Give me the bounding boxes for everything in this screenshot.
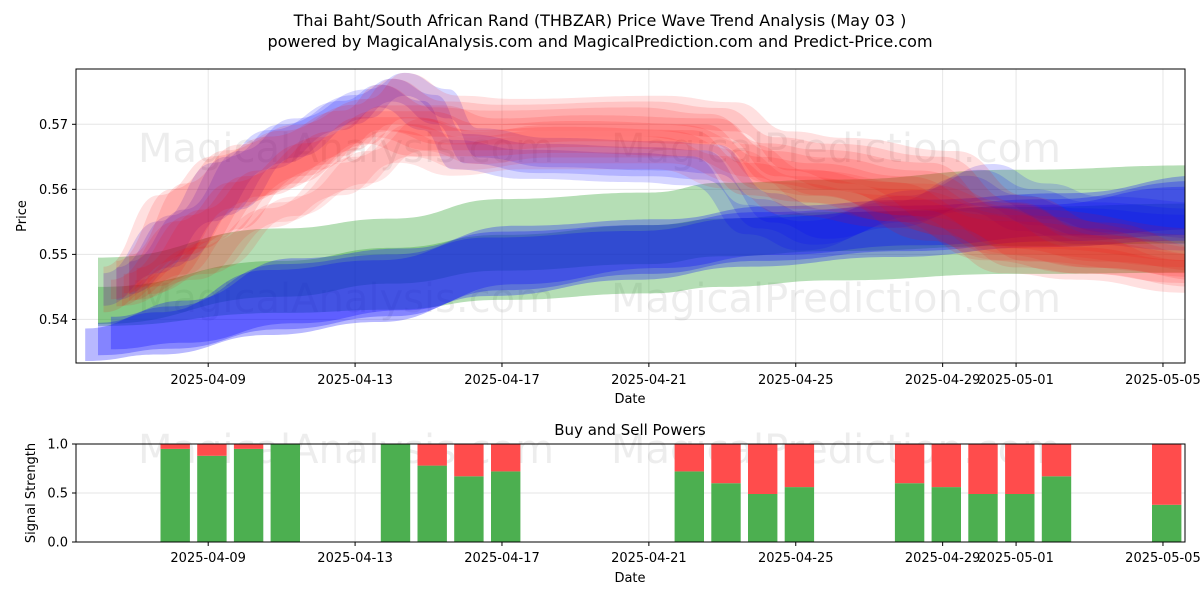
band-red-wave-1-1 [116,78,1185,307]
watermark-magical-prediction-top: MagicalPrediction.com [611,126,1061,172]
figure-title-line2: powered by MagicalAnalysis.com and Magic… [267,32,932,51]
signal-xtick-label: 2025-04-13 [317,551,393,566]
price-chart-frame [75,68,1186,364]
band-red-wave-2-2 [136,105,1185,288]
signal-xtick-label: 2025-04-09 [170,551,246,566]
sell-bar-2025-04-09 [197,444,227,456]
sell-bar-2025-05-01 [1005,444,1035,494]
band-red-wave-1-0 [103,84,1185,313]
buy-bar-2025-04-22 [674,471,704,542]
buy-bar-2025-05-01 [1005,494,1035,542]
price-xtick-label: 2025-05-05 [1125,373,1200,388]
price-wave-bands [85,72,1185,361]
band-green-inner [98,203,1185,324]
sell-bar-2025-04-29 [931,444,961,488]
sell-bar-2025-04-10 [233,444,264,449]
signal-xtick-label: 2025-05-01 [978,551,1054,566]
signal-chart-title: Buy and Sell Powers [554,421,706,439]
band-blue-lower-0 [85,186,1185,361]
price-chart-ylabel: Price [15,200,30,232]
signal-ytick-label: 0.0 [47,536,68,551]
price-chart-axes: 2025-04-09 2025-04-13 2025-04-17 2025-04-21… [39,118,1200,388]
band-red-wave-3-0 [121,130,1185,306]
signal-xtick-label: 2025-04-21 [611,551,687,566]
price-xtick-label: 2025-05-01 [978,373,1054,388]
buy-bar-2025-04-14 [380,444,411,542]
buy-bar-2025-05-02 [1041,476,1072,542]
sell-bar-2025-05-05 [1152,444,1182,505]
sell-bar-2025-05-02 [1041,444,1072,477]
price-chart: MagicalAnalysis.com MagicalPrediction.co… [15,68,1200,407]
buy-bar-2025-04-08 [160,448,190,542]
sell-bar-2025-04-23 [711,444,741,484]
buy-bar-2025-04-11 [270,444,300,542]
signal-chart-ylabel: Signal Strength [24,443,39,543]
price-ytick-label: 0.54 [39,313,68,328]
sell-bar-2025-04-16 [454,444,484,477]
sell-bar-2025-04-24 [748,444,778,494]
signal-ytick-label: 0.5 [47,487,68,502]
price-ytick-label: 0.55 [39,248,68,263]
buy-bar-2025-04-23 [711,483,741,542]
price-chart-grid [76,69,1185,363]
signal-bars [160,444,1182,542]
price-chart-xlabel: Date [614,392,645,407]
price-xtick-label: 2025-04-09 [170,373,246,388]
price-xtick-label: 2025-04-17 [464,373,540,388]
buy-bar-2025-04-15 [417,465,447,542]
band-green-outer [98,165,1185,326]
price-xtick-label: 2025-04-21 [611,373,687,388]
signal-xtick-label: 2025-04-25 [758,551,834,566]
price-xtick-label: 2025-04-13 [317,373,393,388]
signal-xtick-label: 2025-04-17 [464,551,540,566]
buy-bar-2025-04-24 [748,494,778,542]
band-blue-wave-1 [116,78,1185,300]
sell-bar-2025-04-17 [491,444,521,472]
price-ytick-label: 0.57 [39,118,68,133]
buy-bar-2025-04-09 [197,455,227,542]
band-blue-wave-0 [103,84,1185,306]
price-xtick-label: 2025-04-29 [905,373,981,388]
buy-bar-2025-04-17 [491,471,521,542]
buy-bar-2025-04-10 [233,448,264,542]
band-red-wave-2-1 [123,111,1185,294]
watermark-magical-analysis-top: MagicalAnalysis.com [138,126,554,172]
price-xtick-label: 2025-04-25 [758,373,834,388]
watermark-magical-analysis-mid: MagicalAnalysis.com [138,276,554,322]
buy-bar-2025-04-29 [931,487,961,542]
sell-bar-2025-04-08 [160,444,190,449]
buy-bar-2025-04-30 [968,494,998,542]
signal-ytick-label: 1.0 [47,438,68,453]
band-blue-lower-1 [98,181,1185,356]
sell-bar-2025-04-15 [417,444,447,466]
sell-bar-2025-04-28 [894,444,925,484]
buy-bar-2025-04-16 [454,476,484,542]
band-red-wave-3-1 [134,124,1185,300]
buy-bar-2025-04-25 [784,487,815,542]
sell-bar-2025-04-30 [968,444,998,494]
band-red-wave-1-2 [129,72,1185,301]
price-chart-watermarks: MagicalAnalysis.com MagicalPrediction.co… [138,126,1061,322]
buy-bar-2025-04-28 [894,483,925,542]
signal-chart-axes: 2025-04-09 2025-04-13 2025-04-17 2025-04-21… [47,438,1200,567]
band-blue-wave-2 [129,72,1185,295]
band-red-wave-2-0 [110,117,1185,300]
band-red-wave-3-2 [147,118,1185,295]
sell-bar-2025-04-25 [784,444,815,488]
band-blue-lower-2 [110,176,1185,350]
signal-xtick-label: 2025-04-29 [905,551,981,566]
price-ytick-label: 0.56 [39,183,68,198]
signal-xtick-label: 2025-05-05 [1125,551,1200,566]
signal-chart-xlabel: Date [614,571,645,586]
figure-title-line1: Thai Baht/South African Rand (THBZAR) Pr… [293,11,907,30]
watermark-magical-prediction-mid: MagicalPrediction.com [611,276,1061,322]
sell-bar-2025-04-22 [674,444,704,472]
buy-bar-2025-05-05 [1152,504,1182,542]
signal-chart: Buy and Sell Powers MagicalAnalysis.com … [24,421,1200,586]
